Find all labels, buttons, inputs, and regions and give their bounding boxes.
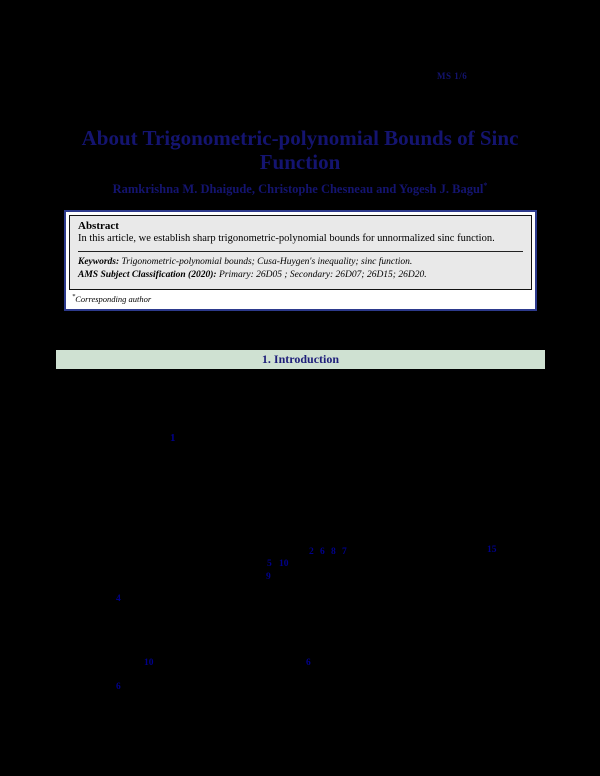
author-names: Ramkrishna M. Dhaigude, Christophe Chesn… [112, 182, 484, 197]
citation-link[interactable]: 6 [116, 682, 121, 692]
section-heading: 1. Introduction [261, 352, 340, 366]
ams-text: Primary: 26D05 ; Secondary: 26D07; 26D15… [218, 270, 427, 280]
citation-link[interactable]: 5 [267, 559, 272, 569]
authors-line: Ramkrishna M. Dhaigude, Christophe Chesn… [40, 181, 560, 197]
footnote-mark: * [72, 293, 76, 300]
abstract-divider [78, 251, 523, 252]
abstract-heading: Abstract [78, 220, 119, 232]
section-heading-bar: 1. Introduction [56, 350, 545, 369]
citation-link[interactable]: 10 [144, 658, 154, 668]
abstract-text: In this article, we establish sharp trig… [78, 233, 495, 244]
corresponding-author-mark: * [483, 181, 488, 190]
citation-link[interactable]: 6 [306, 658, 311, 668]
citation-link[interactable]: 1 [170, 432, 176, 444]
ams-label: AMS Subject Classification (2020): [78, 270, 217, 280]
citation-link[interactable]: 10 [279, 559, 289, 569]
paper-title: About Trigonometric-polynomial Bounds of… [81, 126, 519, 175]
keywords-label: Keywords: [78, 257, 120, 267]
citation-link[interactable]: 6 [320, 547, 325, 557]
keywords-text: Trigonometric-polynomial bounds; Cusa-Hu… [121, 257, 413, 267]
abstract-panel: Abstract In this article, we establish s… [64, 210, 537, 311]
citation-link[interactable]: 9 [266, 572, 271, 582]
ams-classification-line: AMS Subject Classification (2020): Prima… [78, 270, 523, 280]
corresponding-author-footnote: *Corresponding author [72, 293, 535, 304]
abstract-box: Abstract In this article, we establish s… [69, 215, 532, 290]
citation-link[interactable]: 7 [342, 547, 347, 557]
citation-link[interactable]: 2 [309, 547, 314, 557]
keywords-line: Keywords: Trigonometric-polynomial bound… [78, 257, 523, 267]
header-journal-link[interactable]: MS 1/6 [437, 71, 468, 81]
footnote-text: Corresponding author [75, 293, 152, 304]
citation-link[interactable]: 8 [331, 547, 336, 557]
citation-link[interactable]: 4 [116, 594, 121, 604]
citation-link[interactable]: 15 [487, 545, 497, 555]
